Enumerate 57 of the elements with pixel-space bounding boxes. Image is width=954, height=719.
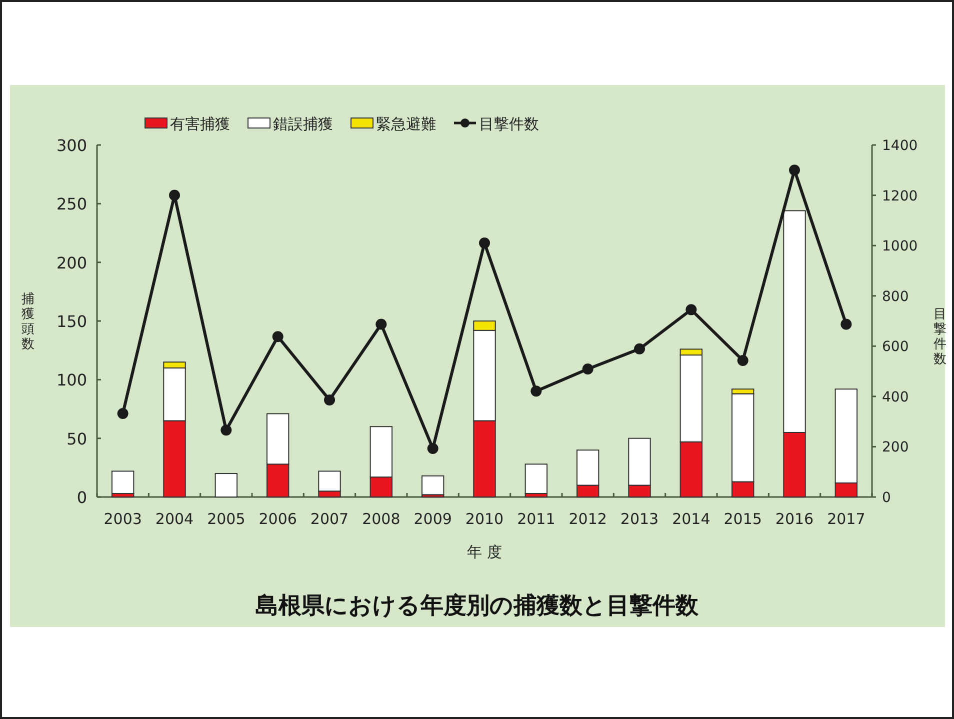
y-axis-title: 捕獲頭数 <box>22 292 34 352</box>
y2-tick-label: 1200 <box>882 188 918 204</box>
bar <box>214 473 238 498</box>
point <box>686 304 697 316</box>
y-tick-label: 150 <box>56 312 87 331</box>
x-tick-label: 2010 <box>465 510 504 528</box>
y2-tick-label: 0 <box>882 490 891 506</box>
legend-label: 緊急避難 <box>376 115 436 133</box>
point <box>737 354 748 366</box>
bar <box>111 470 134 494</box>
y-tick-label: 300 <box>56 136 87 155</box>
point <box>634 343 645 354</box>
point <box>169 190 180 201</box>
y2-tick-label: 1000 <box>882 238 918 255</box>
x-tick-label: 2014 <box>672 510 710 528</box>
y-tick-label: 100 <box>56 370 87 390</box>
point <box>324 394 335 406</box>
x-tick-label: 2016 <box>775 510 814 528</box>
x-tick-label: 2015 <box>724 510 762 528</box>
point <box>840 318 852 330</box>
point <box>376 318 387 330</box>
x-tick-label: 2012 <box>568 510 607 528</box>
x-tick-label: 2006 <box>258 510 297 528</box>
point <box>427 442 438 454</box>
y2-tick-label: 400 <box>882 389 909 406</box>
x-tick-label: 2007 <box>310 510 349 528</box>
y2-tick-label: 1400 <box>882 138 918 154</box>
x-tick-label: 2011 <box>517 510 556 528</box>
point <box>220 424 232 436</box>
y-tick-label: 50 <box>66 429 87 448</box>
y-tick-label: 200 <box>56 253 87 272</box>
y-tick-label: 0 <box>76 488 87 507</box>
point <box>530 386 542 397</box>
x-tick-label: 2008 <box>362 510 400 528</box>
y2-tick-label: 600 <box>882 339 909 356</box>
point <box>272 331 284 342</box>
y2-tick-label: 200 <box>882 440 909 456</box>
x-tick-label: 2005 <box>207 510 246 528</box>
legend-label: 錯誤捕獲 <box>273 115 333 133</box>
point <box>789 164 800 176</box>
point <box>479 238 490 249</box>
y2-axis-title: 目撃件数 <box>934 307 946 368</box>
y-tick-label: 250 <box>56 194 87 214</box>
point <box>582 364 594 375</box>
x-tick-label: 2004 <box>155 510 194 528</box>
x-axis-title: 年 度 <box>467 543 502 561</box>
legend-label: 有害捕獲 <box>170 115 230 133</box>
legend-label: 目撃件数 <box>479 115 539 133</box>
x-tick-label: 2013 <box>620 510 659 528</box>
bar <box>421 475 444 496</box>
text: 島根県における年度別の捕獲数と目撃件数 <box>256 592 700 619</box>
x-tick-label: 2003 <box>104 510 142 528</box>
point <box>117 408 128 420</box>
bar <box>524 464 548 494</box>
y2-tick-label: 800 <box>882 288 909 305</box>
x-tick-label: 2009 <box>414 510 452 528</box>
x-tick-label: 2017 <box>827 510 866 528</box>
